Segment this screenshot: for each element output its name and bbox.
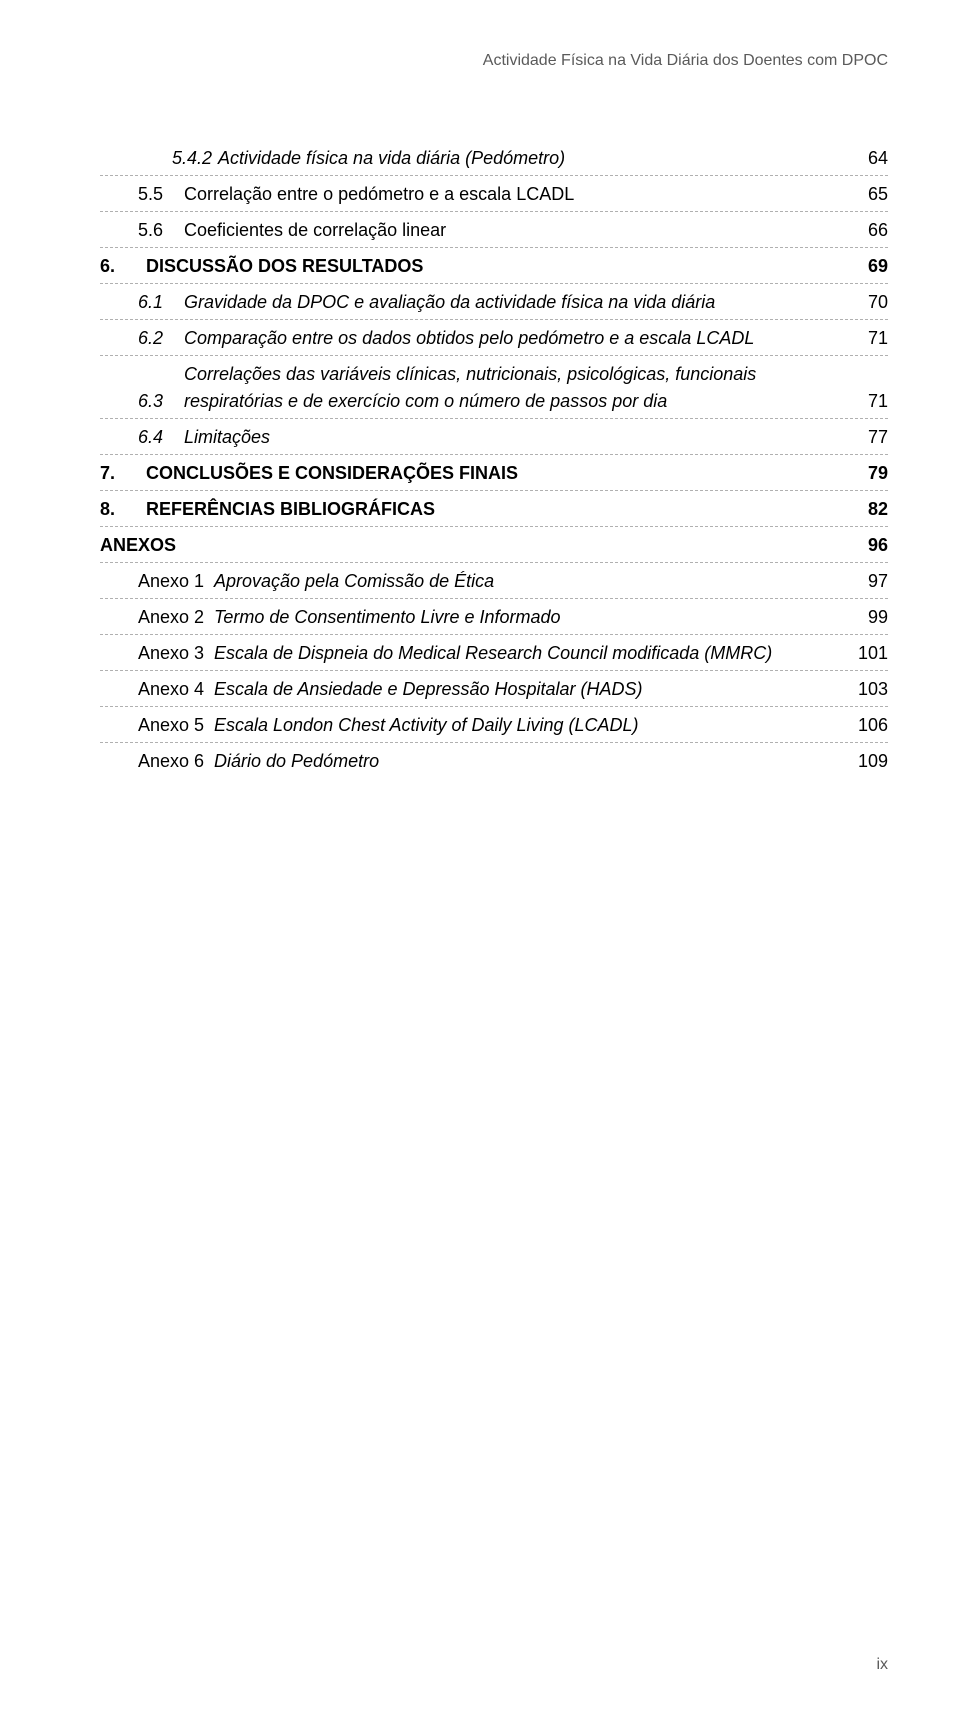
toc-num: 6.4 <box>138 424 184 451</box>
toc-row-6-3: 6.3 Correlações das variáveis clínicas, … <box>100 356 888 419</box>
toc-row-6-1: 6.1 Gravidade da DPOC e avaliação da act… <box>100 284 888 320</box>
toc-label: Comparação entre os dados obtidos pelo p… <box>184 325 848 352</box>
toc-page: 96 <box>848 532 888 559</box>
toc-page: 109 <box>848 748 888 775</box>
toc-page: 69 <box>848 253 888 280</box>
page: Actividade Física na Vida Diária dos Doe… <box>0 0 960 1714</box>
toc-page: 70 <box>848 289 888 316</box>
toc-row-5-4-2: 5.4.2 Actividade física na vida diária (… <box>100 140 888 176</box>
toc-row-anexos: ANEXOS 96 <box>100 527 888 563</box>
toc-page: 79 <box>848 460 888 487</box>
toc-label: Correlação entre o pedómetro e a escala … <box>184 181 848 208</box>
toc-label: REFERÊNCIAS BIBLIOGRÁFICAS <box>146 496 848 523</box>
toc-label: Diário do Pedómetro <box>214 748 848 775</box>
toc-page: 77 <box>848 424 888 451</box>
toc-row-7: 7. CONCLUSÕES E CONSIDERAÇÕES FINAIS 79 <box>100 455 888 491</box>
toc-label: Gravidade da DPOC e avaliação da activid… <box>184 289 848 316</box>
toc-page: 64 <box>848 145 888 172</box>
toc-label: Correlações das variáveis clínicas, nutr… <box>184 361 848 415</box>
toc-num: 8. <box>100 496 146 523</box>
toc-page: 97 <box>848 568 888 595</box>
toc-num: Anexo 5 <box>138 712 214 739</box>
toc-num: Anexo 1 <box>138 568 214 595</box>
toc-row-anexo-3: Anexo 3 Escala de Dispneia do Medical Re… <box>100 635 888 671</box>
toc-num: 5.6 <box>138 217 184 244</box>
toc-label: Limitações <box>184 424 848 451</box>
toc-row-anexo-2: Anexo 2 Termo de Consentimento Livre e I… <box>100 599 888 635</box>
toc-page: 82 <box>848 496 888 523</box>
toc-label: Escala London Chest Activity of Daily Li… <box>214 712 848 739</box>
toc-num: 5.5 <box>138 181 184 208</box>
toc-row-anexo-1: Anexo 1 Aprovação pela Comissão de Ética… <box>100 563 888 599</box>
toc-page: 103 <box>848 676 888 703</box>
toc-label: Actividade física na vida diária (Pedóme… <box>218 145 848 172</box>
toc-row-anexo-6: Anexo 6 Diário do Pedómetro 109 <box>100 743 888 778</box>
toc-label: ANEXOS <box>100 532 848 559</box>
toc-label: Termo de Consentimento Livre e Informado <box>214 604 848 631</box>
toc-row-6: 6. DISCUSSÃO DOS RESULTADOS 69 <box>100 248 888 284</box>
toc-label: Aprovação pela Comissão de Ética <box>214 568 848 595</box>
toc-num: 6.3 <box>138 388 184 415</box>
toc-row-anexo-5: Anexo 5 Escala London Chest Activity of … <box>100 707 888 743</box>
toc-row-5-5: 5.5 Correlação entre o pedómetro e a esc… <box>100 176 888 212</box>
toc-row-5-6: 5.6 Coeficientes de correlação linear 66 <box>100 212 888 248</box>
toc-num: 5.4.2 <box>172 145 218 172</box>
toc-page: 101 <box>848 640 888 667</box>
toc-page: 65 <box>848 181 888 208</box>
toc-row-8: 8. REFERÊNCIAS BIBLIOGRÁFICAS 82 <box>100 491 888 527</box>
toc-num: 6. <box>100 253 146 280</box>
toc-page: 71 <box>848 388 888 415</box>
toc-num: Anexo 3 <box>138 640 214 667</box>
toc-label: CONCLUSÕES E CONSIDERAÇÕES FINAIS <box>146 460 848 487</box>
toc-row-6-2: 6.2 Comparação entre os dados obtidos pe… <box>100 320 888 356</box>
toc-label: DISCUSSÃO DOS RESULTADOS <box>146 253 848 280</box>
toc-label: Escala de Ansiedade e Depressão Hospital… <box>214 676 848 703</box>
toc-num: 6.2 <box>138 325 184 352</box>
toc-num: 7. <box>100 460 146 487</box>
toc-num: 6.1 <box>138 289 184 316</box>
page-footer: ix <box>876 1656 888 1674</box>
toc-page: 71 <box>848 325 888 352</box>
toc-num: Anexo 2 <box>138 604 214 631</box>
toc-page: 106 <box>848 712 888 739</box>
toc-row-6-4: 6.4 Limitações 77 <box>100 419 888 455</box>
toc-num: Anexo 6 <box>138 748 214 775</box>
toc-page: 66 <box>848 217 888 244</box>
toc-label: Escala de Dispneia do Medical Research C… <box>214 640 848 667</box>
toc-num: Anexo 4 <box>138 676 214 703</box>
table-of-contents: 5.4.2 Actividade física na vida diária (… <box>100 140 888 778</box>
running-header: Actividade Física na Vida Diária dos Doe… <box>483 52 888 70</box>
toc-label: Coeficientes de correlação linear <box>184 217 848 244</box>
toc-page: 99 <box>848 604 888 631</box>
toc-row-anexo-4: Anexo 4 Escala de Ansiedade e Depressão … <box>100 671 888 707</box>
